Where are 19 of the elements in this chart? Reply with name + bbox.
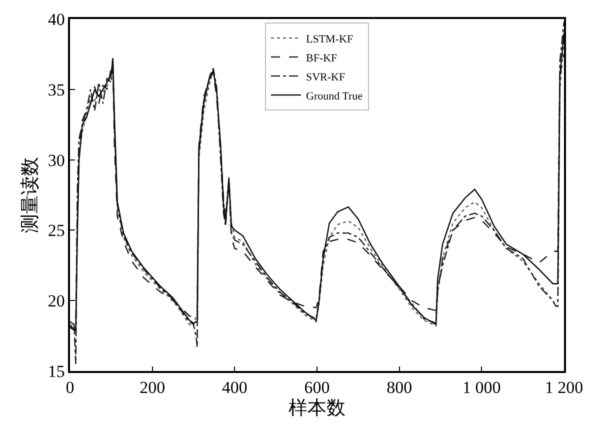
x-tick-label: 0	[66, 378, 74, 398]
y-axis-title: 测量读数	[19, 157, 42, 233]
y-tick-label: 20	[48, 292, 65, 311]
y-tick-label: 35	[48, 80, 65, 100]
x-tick-label: 400	[222, 378, 248, 398]
x-axis-title: 样本数	[288, 397, 346, 420]
legend-label: Ground True	[306, 90, 363, 102]
x-tick-label: 800	[386, 378, 412, 398]
legend-label: BF-KF	[306, 52, 338, 64]
x-tick-label: 1 000	[462, 378, 501, 398]
y-tick-label: 40	[48, 10, 65, 29]
legend-label: SVR-KF	[306, 71, 346, 84]
y-tick-label: 15	[48, 362, 65, 381]
x-tick-label: 1 200	[544, 378, 584, 398]
y-tick-label: 25	[48, 221, 65, 240]
x-tick-label: 600	[304, 378, 330, 398]
legend-label: LSTM-KF	[306, 33, 354, 46]
x-tick-label: 200	[140, 378, 166, 398]
y-tick-label: 30	[48, 150, 65, 170]
